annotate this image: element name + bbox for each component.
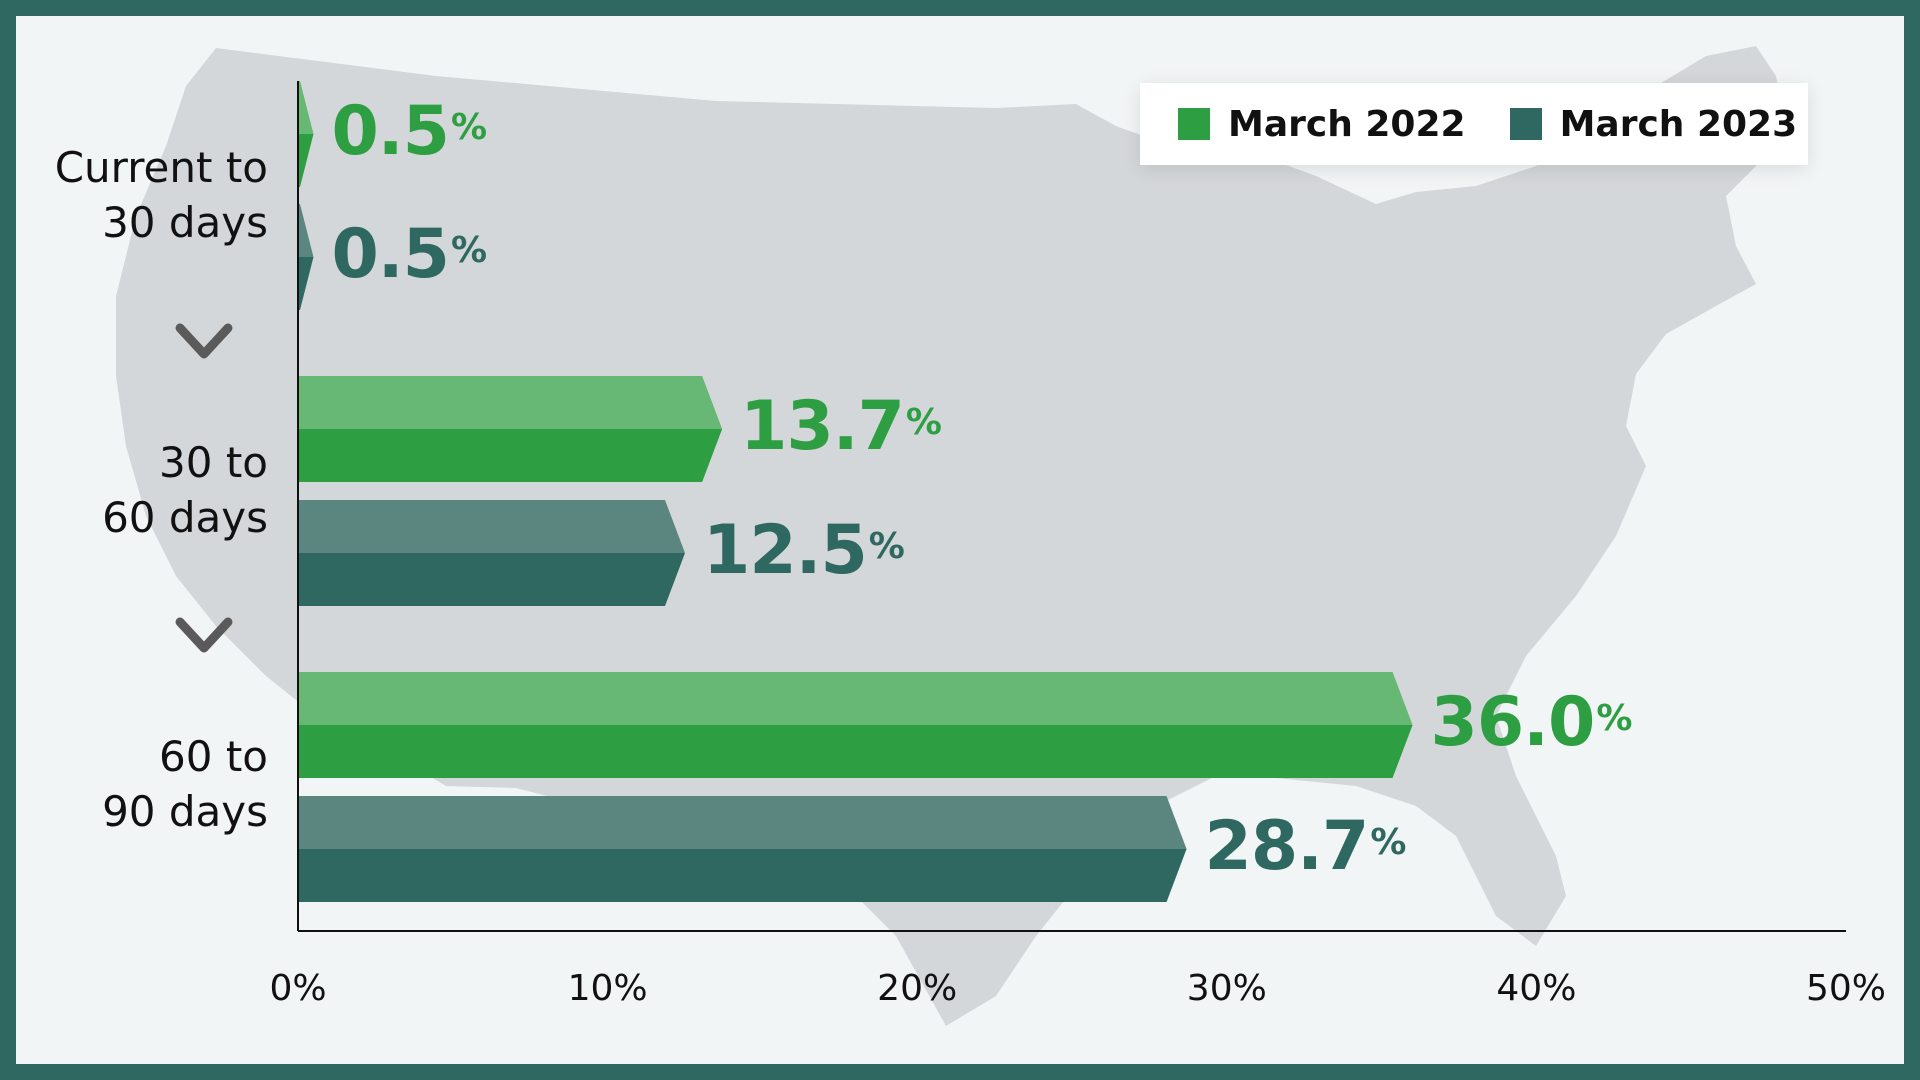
bar-upper-facet <box>298 376 723 429</box>
category-label-line: Current to <box>54 143 268 192</box>
category-label-line: 90 days <box>102 787 268 836</box>
bar-upper-facet <box>298 500 685 553</box>
legend: March 2022 March 2023 <box>1140 83 1808 165</box>
data-label-suffix: % <box>1370 822 1406 863</box>
legend-swatch-march-2023 <box>1509 108 1542 140</box>
x-tick-label: 40% <box>1496 968 1577 1009</box>
data-label-suffix: % <box>868 526 905 567</box>
category-label-line: 60 to <box>159 732 268 781</box>
bar-upper-facet <box>298 81 314 134</box>
data-label-value: 0.5 <box>331 215 449 294</box>
x-tick-label: 10% <box>567 968 648 1009</box>
us-map-background <box>116 46 1786 1026</box>
data-label-suffix: % <box>905 402 942 443</box>
data-label-suffix: % <box>1596 698 1632 739</box>
chart-canvas <box>116 46 1846 1026</box>
chart-frame: March 2022 March 2023 Current to 30 days… <box>16 16 1904 1064</box>
x-tick-label: 50% <box>1805 968 1887 1009</box>
category-label-current-to-30: Current to 30 days <box>55 140 268 250</box>
bar <box>298 725 1413 778</box>
chevron-down-icon <box>175 617 233 653</box>
data-label: 28.7% <box>1205 813 1407 881</box>
x-tick-label: 30% <box>1186 968 1267 1009</box>
data-label-suffix: % <box>450 230 487 271</box>
bar-upper-facet <box>298 796 1187 849</box>
data-label-value: 13.7 <box>740 387 905 466</box>
data-label: 13.7% <box>740 393 942 461</box>
bar <box>298 134 314 187</box>
category-label-line: 60 days <box>102 493 268 542</box>
bar <box>298 257 314 310</box>
category-label-60-to-90: 60 to 90 days <box>102 729 268 839</box>
bar-upper-facet <box>298 204 314 257</box>
data-label: 12.5% <box>703 517 905 585</box>
bar <box>298 849 1187 902</box>
category-label-30-to-60: 30 to 60 days <box>102 435 268 545</box>
chevron-down-icon <box>175 323 233 359</box>
data-label-value: 12.5 <box>703 511 868 590</box>
legend-swatch-march-2022 <box>1178 108 1210 140</box>
bars-layer <box>298 81 1413 902</box>
data-label-value: 0.5 <box>331 92 449 171</box>
legend-label: March 2022 <box>1228 103 1466 145</box>
legend-label: March 2023 <box>1559 103 1798 145</box>
data-label: 36.0% <box>1431 689 1633 757</box>
data-label-suffix: % <box>450 107 487 148</box>
legend-item-march-2022: March 2022 <box>1178 104 1466 145</box>
data-label-value: 36.0 <box>1430 683 1596 762</box>
x-tick-label: 20% <box>877 968 958 1009</box>
x-tick-label: 0% <box>269 968 327 1009</box>
data-label: 0.5% <box>331 98 487 166</box>
data-label: 0.5% <box>331 221 487 289</box>
category-label-line: 30 days <box>102 198 268 247</box>
data-label-value: 28.7 <box>1204 807 1370 886</box>
legend-item-march-2023: March 2023 <box>1509 103 1798 145</box>
bar <box>298 429 723 482</box>
category-label-line: 30 to <box>159 438 268 487</box>
bar <box>298 553 685 606</box>
bar-upper-facet <box>298 672 1413 725</box>
